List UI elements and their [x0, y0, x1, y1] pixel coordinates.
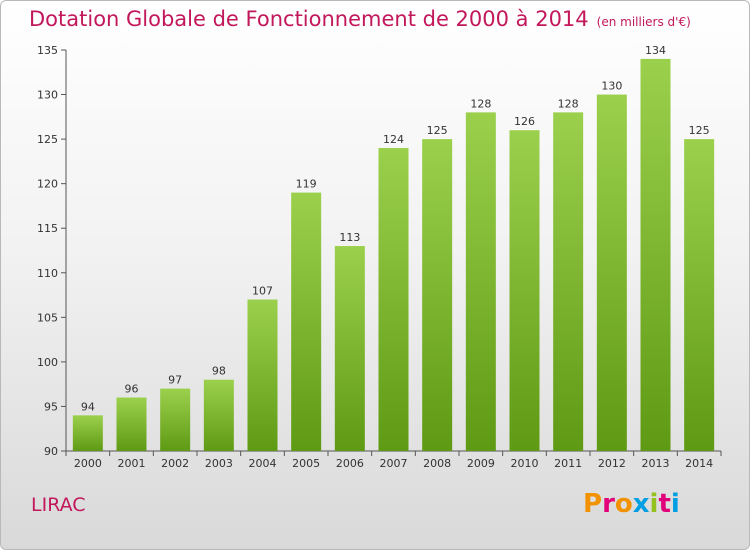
bar-2013 [640, 58, 671, 452]
data-label-2010: 126 [514, 115, 535, 128]
chart-bars [72, 58, 715, 452]
data-label-2011: 128 [558, 97, 579, 110]
y-tick-label: 95 [44, 400, 58, 413]
x-tick-label: 2009 [467, 457, 495, 470]
bar-2002 [160, 388, 191, 451]
bar-2014 [684, 139, 715, 451]
x-tick-label: 2000 [74, 457, 102, 470]
bar-2012 [596, 94, 627, 452]
logo-letter: o [614, 489, 633, 519]
y-tick-label: 115 [37, 222, 58, 235]
data-label-2008: 125 [427, 124, 448, 137]
bar-2000 [72, 415, 103, 451]
bar-2004 [247, 299, 278, 451]
y-tick-label: 135 [37, 44, 58, 57]
bar-2007 [378, 148, 409, 451]
bar-2001 [116, 397, 147, 451]
y-tick-label: 125 [37, 133, 58, 146]
commune-name: LIRAC [31, 494, 86, 516]
data-label-2009: 128 [470, 97, 491, 110]
logo-letter: r [602, 489, 615, 519]
data-label-2001: 96 [125, 383, 139, 396]
x-tick-label: 2013 [642, 457, 670, 470]
data-label-2012: 130 [601, 80, 622, 93]
logo-letter: x [632, 489, 650, 519]
x-tick-label: 2002 [161, 457, 189, 470]
x-tick-label: 2004 [249, 457, 277, 470]
data-label-2013: 134 [645, 44, 666, 57]
y-tick-label: 120 [37, 178, 58, 191]
bar-2005 [291, 192, 322, 452]
chart-title-text: Dotation Globale de Fonctionnement de 20… [29, 7, 589, 31]
bar-2010 [509, 130, 540, 451]
data-label-2006: 113 [339, 231, 360, 244]
logo-letter: i [649, 489, 659, 519]
y-tick-label: 105 [37, 311, 58, 324]
data-label-2014: 125 [689, 124, 710, 137]
y-tick-label: 100 [37, 356, 58, 369]
logo-letter: t [658, 489, 671, 519]
x-tick-label: 2003 [205, 457, 233, 470]
bar-2011 [553, 112, 584, 451]
logo-letter: i [670, 489, 680, 519]
x-tick-label: 2012 [598, 457, 626, 470]
x-tick-label: 2001 [118, 457, 146, 470]
data-label-2005: 119 [296, 178, 317, 191]
chart-axes: 90 95 100 105 110 115 120 125 130 135 2000 2001 2002… [37, 44, 722, 470]
x-tick-label: 2011 [554, 457, 582, 470]
x-tick-label: 2010 [511, 457, 539, 470]
data-label-2000: 94 [81, 400, 95, 413]
data-label-2004: 107 [252, 285, 273, 298]
proxiti-logo: Proxiti [583, 489, 680, 519]
y-tick-label: 90 [44, 445, 58, 458]
bar-2003 [203, 379, 234, 451]
bar-2008 [422, 139, 453, 451]
chart-title: Dotation Globale de Fonctionnement de 20… [29, 7, 691, 31]
x-tick-label: 2006 [336, 457, 364, 470]
logo-letter: P [583, 489, 603, 519]
y-tick-label: 110 [37, 267, 58, 280]
data-label-2002: 97 [168, 374, 182, 387]
data-label-2003: 98 [212, 365, 226, 378]
data-label-2007: 124 [383, 133, 404, 146]
bar-2006 [334, 246, 365, 451]
y-tick-label: 130 [37, 89, 58, 102]
bar-2009 [465, 112, 496, 451]
x-tick-label: 2008 [423, 457, 451, 470]
chart-labels: 94 96 97 98 107 119 113 124 125 128 126 128 130 134 12… [81, 44, 710, 413]
x-tick-label: 2007 [380, 457, 408, 470]
chart-subtitle: (en milliers d'€) [596, 15, 691, 29]
x-tick-label: 2014 [685, 457, 713, 470]
x-tick-label: 2005 [292, 457, 320, 470]
